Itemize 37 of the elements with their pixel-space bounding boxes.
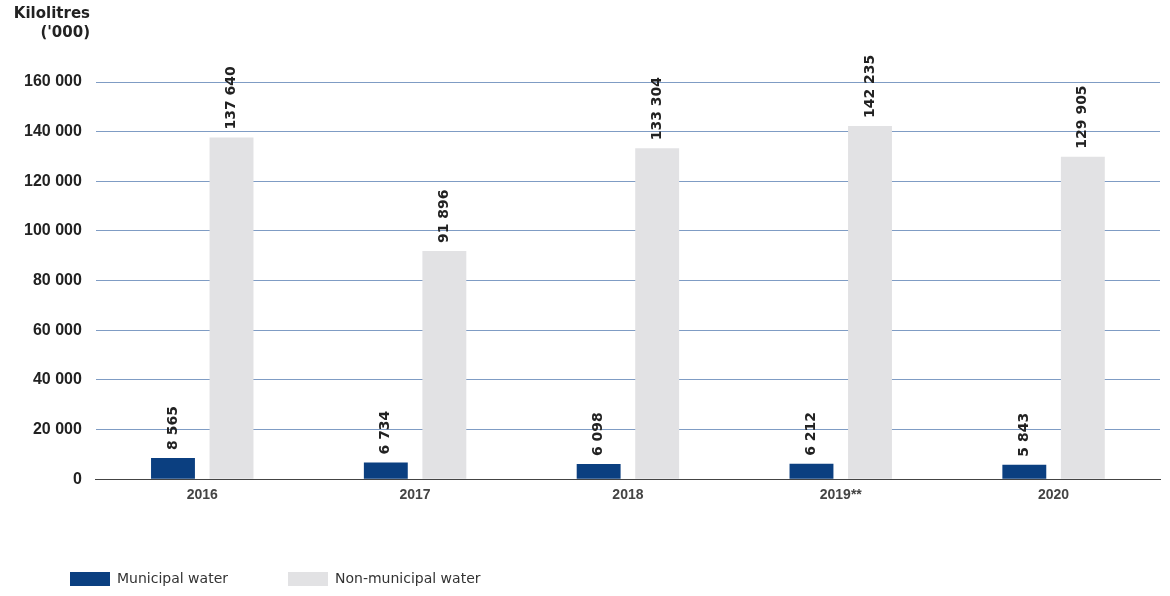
data-label: 6 734 — [376, 410, 393, 455]
data-label: 8 565 — [163, 406, 180, 450]
data-label: 129 905 — [1073, 85, 1090, 149]
bar — [209, 137, 254, 479]
bar — [1002, 464, 1047, 479]
y-tick-label: 80 000 — [32, 271, 82, 289]
data-label: 91 896 — [434, 189, 451, 244]
y-tick-label: 120 000 — [23, 171, 82, 189]
y-tick-label: 100 000 — [23, 221, 82, 239]
bar — [151, 457, 195, 479]
y-tick-label: 0 — [72, 469, 82, 487]
bar — [635, 148, 680, 479]
data-label: 137 640 — [222, 65, 239, 130]
legend-label: Non-municipal water — [335, 569, 481, 586]
bar — [848, 126, 892, 479]
data-label: 142 235 — [860, 54, 877, 119]
x-tick-label: 2016 — [186, 486, 219, 503]
legend-label: Municipal water — [117, 569, 229, 586]
data-label: 6 098 — [589, 412, 606, 457]
y-tick-label: 20 000 — [32, 419, 82, 437]
y-tick-label: 160 000 — [23, 72, 82, 90]
x-tick-label: 2020 — [1038, 486, 1070, 503]
bar — [789, 463, 834, 479]
bar — [422, 251, 467, 479]
bar — [363, 462, 408, 479]
bar — [576, 464, 621, 479]
x-tick-label: 2017 — [399, 486, 431, 503]
data-label: 5 843 — [1014, 412, 1031, 457]
x-tick-label: 2018 — [612, 486, 644, 503]
y-tick-label: 40 000 — [32, 370, 82, 388]
y-tick-label: 60 000 — [32, 320, 82, 338]
data-label: 133 304 — [647, 76, 664, 141]
x-tick-label: 2019** — [819, 486, 863, 503]
bar — [1060, 156, 1105, 479]
y-axis-title: Kilolitres ('000) — [12, 4, 90, 42]
y-tick-label: 140 000 — [23, 122, 82, 140]
data-label: 6 212 — [802, 411, 819, 456]
